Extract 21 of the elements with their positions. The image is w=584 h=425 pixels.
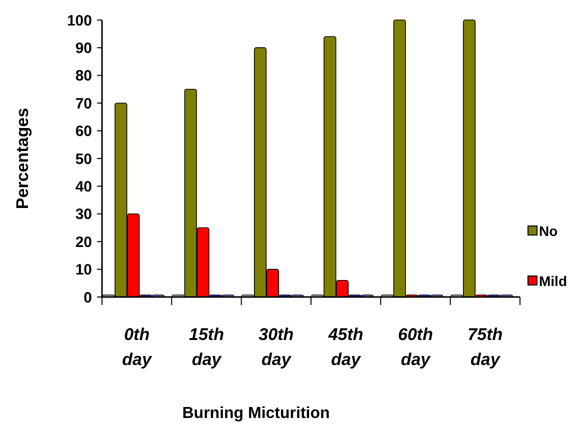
y-tick-label: 60 — [75, 123, 92, 140]
legend-label: Mild — [539, 272, 567, 289]
y-tick-label: 100 — [66, 12, 92, 30]
y-tick-label: 70 — [75, 95, 92, 112]
x-tick-label: 30th day — [258, 325, 294, 369]
y-tick-label: 0 — [84, 289, 92, 306]
x-axis-title: Burning Micturition — [182, 405, 330, 422]
y-tick-label: 80 — [75, 68, 92, 85]
y-tick-label: 10 — [75, 262, 92, 279]
y-tick-label: 50 — [75, 150, 92, 168]
legend-label: No — [539, 222, 558, 239]
x-tick-label: 45th day — [327, 325, 364, 369]
x-tick-label: 0th day — [122, 325, 154, 369]
y-tick-label: 20 — [75, 234, 92, 251]
y-tick-label: 30 — [75, 206, 92, 224]
y-axis-title: Percentages — [13, 108, 32, 210]
x-tick-label: 15th day — [189, 325, 224, 369]
y-tick-label: 90 — [75, 40, 92, 57]
x-tick-label: 75th day — [468, 325, 503, 369]
y-tick-label: 40 — [75, 178, 92, 196]
x-tick-label: 60th day — [398, 325, 433, 369]
